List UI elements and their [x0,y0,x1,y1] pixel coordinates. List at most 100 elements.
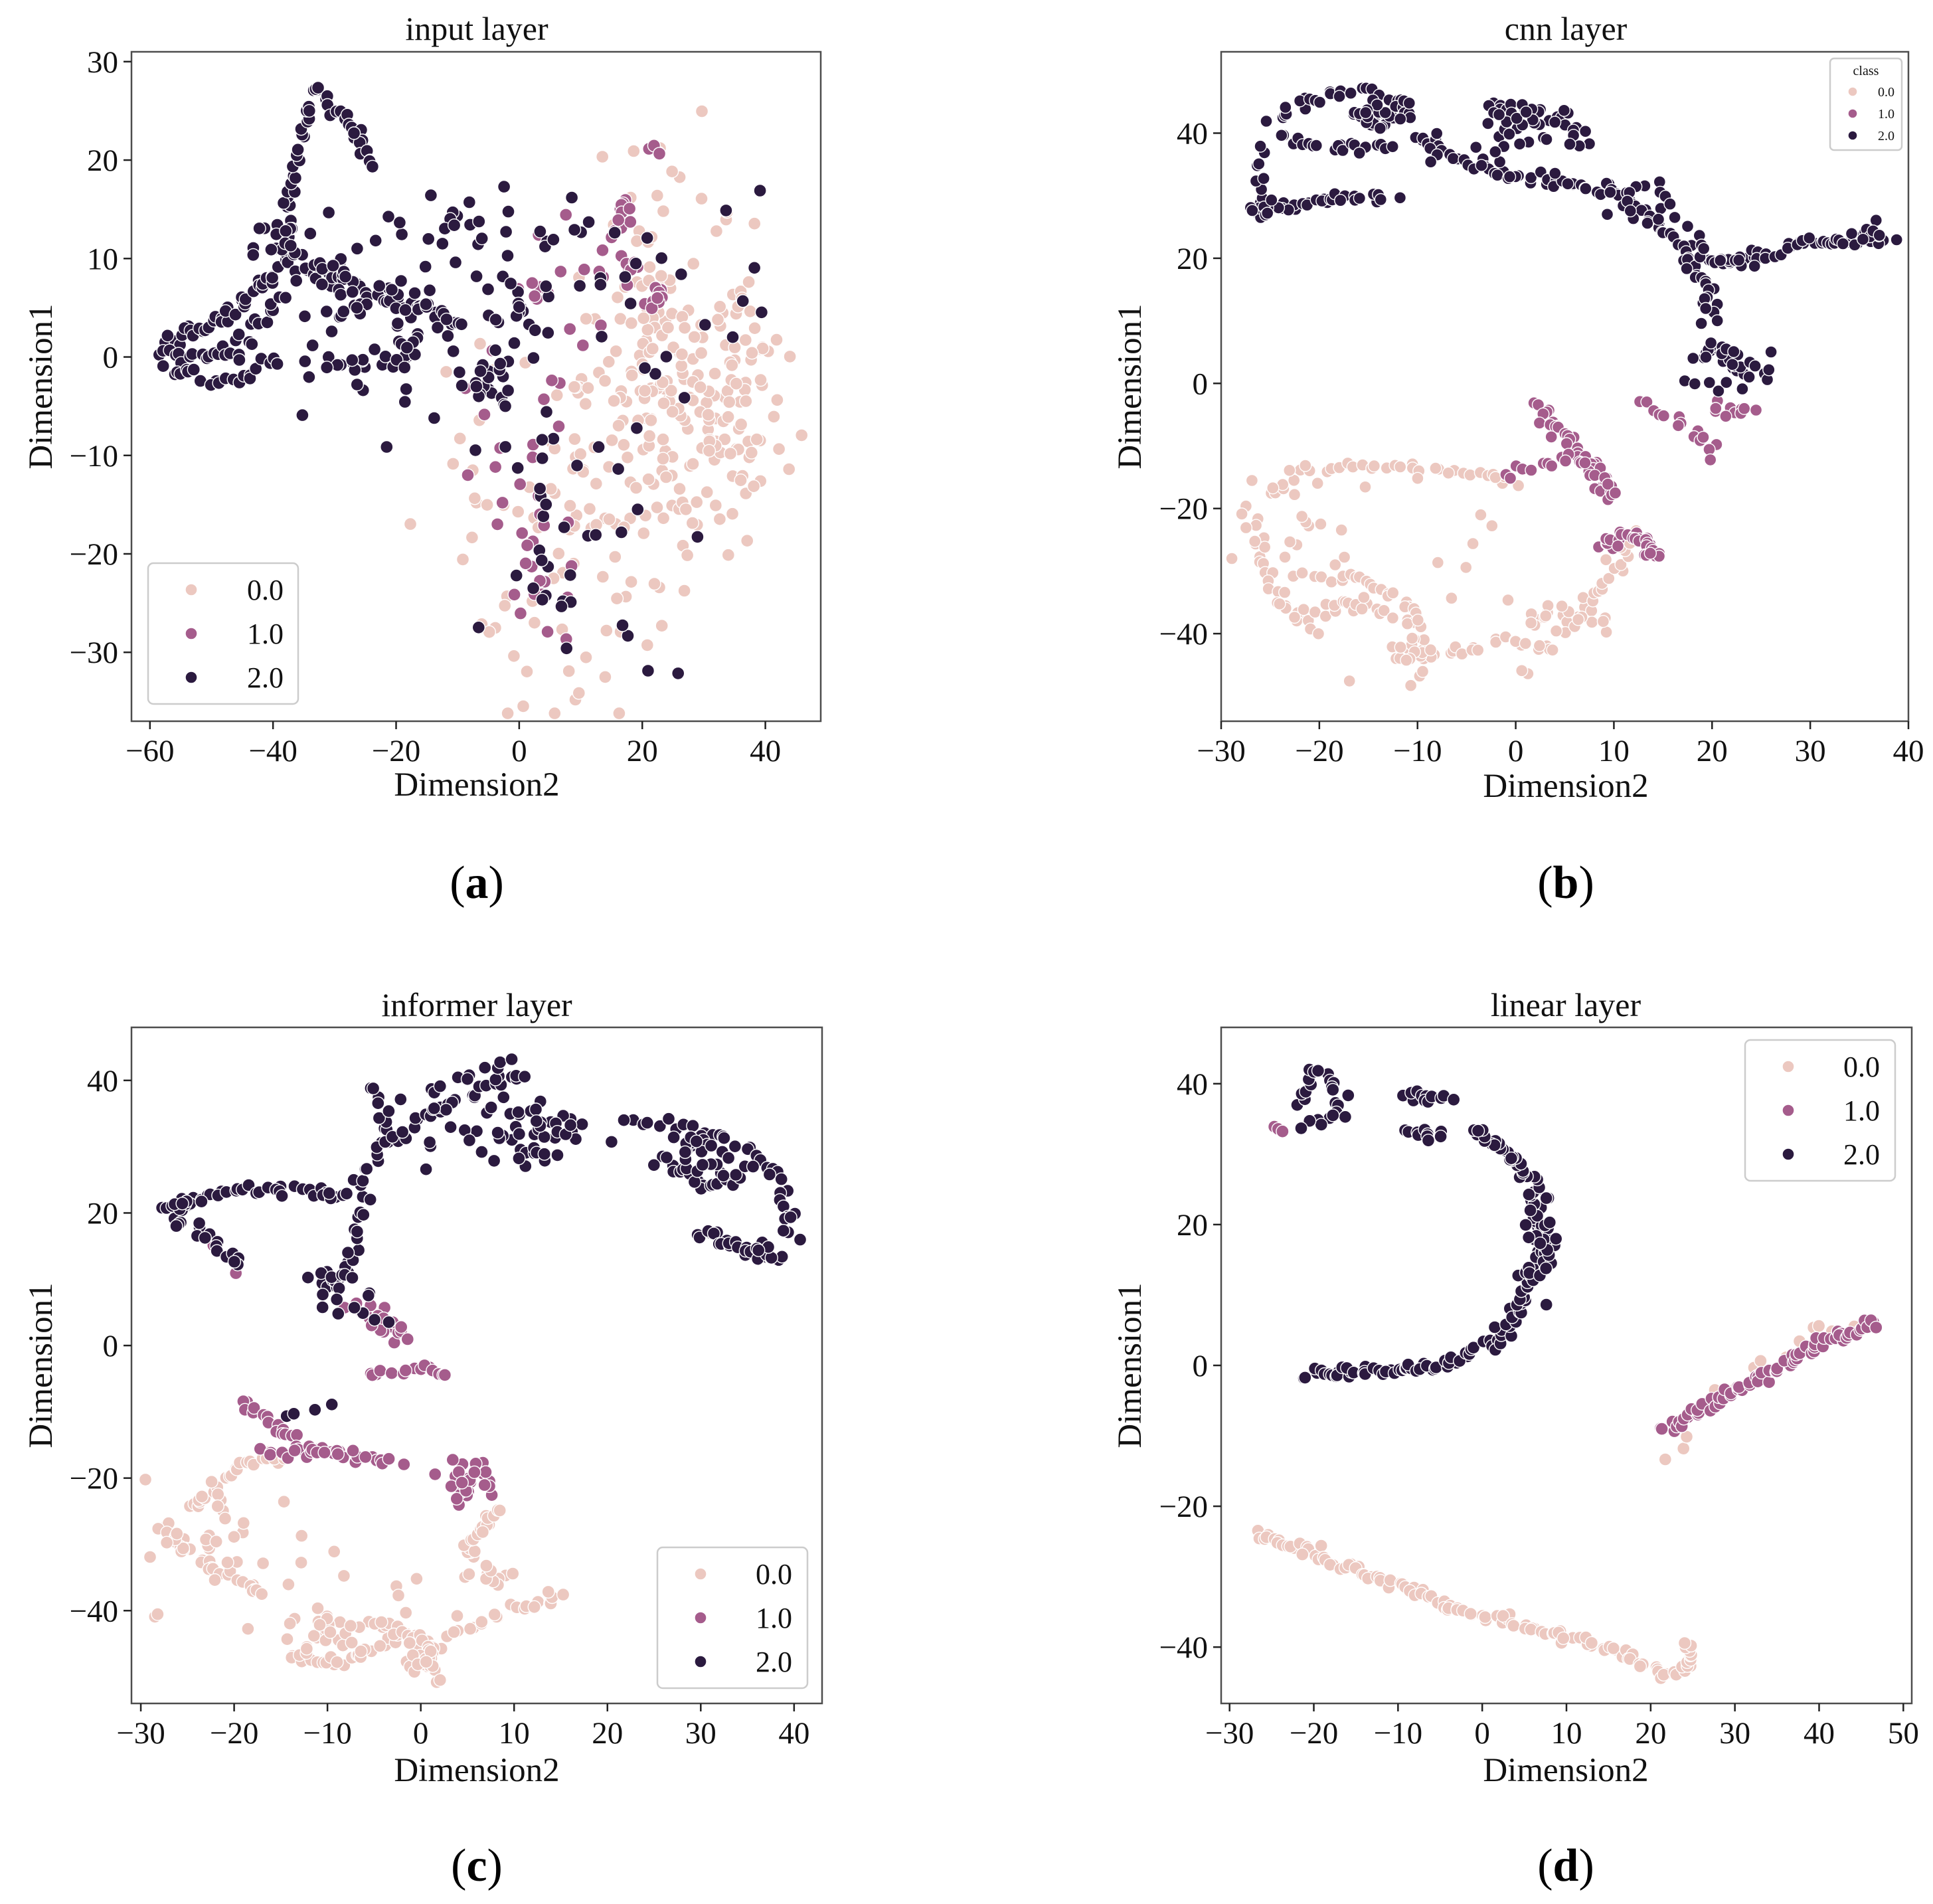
chart-c-point-class-2-0 [287,1407,301,1421]
chart-c-point-class-2-0 [776,1223,791,1238]
chart-c-point-class-0-0 [479,1559,493,1573]
chart-a-point-class-2-0 [228,307,242,321]
chart-a-point-class-2-0 [719,203,733,218]
chart-a-point-class-2-0 [567,222,582,237]
chart-d-point-class-0-0 [1507,1618,1521,1633]
chart-a-point-class-2-0 [512,300,526,314]
chart-a-point-class-2-0 [546,432,560,446]
chart-a-point-class-2-0 [630,421,644,435]
chart-a-point-class-1-0 [563,322,577,336]
chart-b-point-class-2-0 [1344,86,1357,100]
chart-b: cnn layer −30 −20 −10 0 10 20 30 40 −40 −20 0 20 40… [1112,10,1924,909]
chart-a-point-class-0-0 [501,706,515,721]
chart-a-point-class-0-0 [650,500,664,515]
chart-b-point-class-0-0 [1524,616,1538,630]
chart-c-point-class-1-0 [288,1443,301,1458]
chart-a-point-class-0-0 [713,300,727,313]
chart-c-point-class-0-0 [527,1600,541,1614]
chart-a-point-class-2-0 [270,357,284,371]
chart-b-point-class-2-0 [1604,185,1617,199]
chart-a-point-class-0-0 [641,472,655,486]
chart-a-point-class-0-0 [754,373,768,387]
chart-a-legend-label-1: 1.0 [247,618,284,650]
chart-b-point-class-2-0 [1726,358,1739,371]
chart-a-point-class-2-0 [671,666,685,681]
chart-b-point-class-2-0 [1713,254,1727,267]
chart-d-legend: 0.0 1.0 2.0 [1744,1039,1896,1182]
chart-b-point-class-0-0 [1248,535,1262,548]
chart-a-point-class-2-0 [315,278,329,292]
chart-c-ytick-label-3: 20 [87,1196,118,1231]
chart-a-point-class-0-0 [709,224,724,238]
chart-b-point-class-1-0 [1601,477,1615,491]
chart-a-point-class-1-0 [576,338,590,353]
chart-c-xlabel: Dimension2 [394,1752,559,1789]
chart-d-point-class-2-0 [1311,1064,1325,1078]
chart-a-title: input layer [405,10,548,47]
chart-a-point-class-0-0 [644,413,658,428]
chart-a-point-class-2-0 [302,370,316,384]
chart-b-point-class-2-0 [1748,359,1762,373]
chart-b-point-class-2-0 [1873,228,1886,242]
chart-a-point-class-2-0 [319,304,333,319]
chart-d-point-class-0-0 [1478,1610,1492,1624]
chart-a-point-class-2-0 [326,258,340,273]
chart-b-point-class-2-0 [1651,213,1665,226]
chart-b-point-class-1-0 [1657,409,1671,422]
chart-a-point-class-0-0 [675,347,689,361]
chart-c-point-class-2-0 [505,1052,519,1067]
chart-d-legend-label-0: 0.0 [1843,1051,1880,1083]
chart-b-point-class-2-0 [1764,345,1778,359]
chart-d-point-class-2-0 [1539,1191,1553,1205]
chart-a-point-class-0-0 [574,447,588,461]
chart-b-point-class-2-0 [1697,242,1711,255]
chart-d-point-class-2-0 [1434,1130,1448,1144]
chart-a-point-class-0-0 [403,517,418,531]
chart-c-points [138,1052,807,1689]
chart-c-point-class-0-0 [399,1606,413,1620]
chart-a-ytick-label-5: 20 [87,143,118,178]
chart-a-point-class-0-0 [650,189,664,203]
chart-a-point-class-2-0 [677,390,691,405]
chart-a-point-class-2-0 [448,255,463,270]
chart-c-point-class-2-0 [371,1096,385,1110]
chart-a-point-class-0-0 [767,410,781,424]
chart-b-point-class-0-0 [1400,653,1413,667]
chart-b-point-class-2-0 [1424,155,1438,169]
chart-a-point-class-0-0 [572,686,586,700]
chart-b-xtick-label-3: 0 [1508,734,1524,768]
chart-a-point-class-1-0 [519,557,533,570]
chart-a-point-class-2-0 [640,231,654,245]
chart-c-point-class-2-0 [695,1158,710,1172]
chart-a-point-class-0-0 [740,534,754,548]
chart-d-xtick-label-4: 10 [1551,1716,1582,1751]
chart-a-point-class-2-0 [539,405,554,419]
chart-a-point-class-0-0 [562,664,576,678]
chart-b-point-class-2-0 [1275,129,1288,142]
chart-a-point-class-0-0 [783,349,797,364]
chart-c-point-class-2-0 [363,1193,377,1207]
chart-a-point-class-0-0 [645,341,659,356]
chart-c-point-class-2-0 [341,1245,355,1260]
chart-b-plot-frame [1220,50,1910,723]
chart-b-xtick-label-2: −10 [1393,734,1442,768]
chart-a-point-class-2-0 [582,215,596,229]
chart-c-point-class-2-0 [604,1135,619,1149]
chart-a-point-class-0-0 [550,388,564,402]
chart-a-point-class-2-0 [399,382,413,396]
chart-d-xtick-label-6: 30 [1719,1716,1750,1751]
chart-c-point-class-2-0 [529,1114,543,1128]
chart-b-point-class-2-0 [1481,117,1495,130]
chart-a-point-class-2-0 [501,205,515,218]
chart-a-point-class-0-0 [673,481,687,496]
chart-a-point-class-2-0 [305,338,319,353]
chart-b-point-class-1-0 [1697,430,1710,444]
chart-c-point-class-2-0 [475,1145,489,1159]
chart-d-point-class-2-0 [1519,1218,1533,1232]
chart-a-ytick-label-4: 10 [87,242,118,276]
chart-a-point-class-2-0 [238,292,252,306]
chart-d-ytick-label-2: 0 [1193,1349,1209,1383]
chart-a-point-class-2-0 [631,502,645,517]
chart-c-point-class-0-0 [236,1516,250,1530]
chart-b-point-class-1-0 [1611,539,1625,553]
